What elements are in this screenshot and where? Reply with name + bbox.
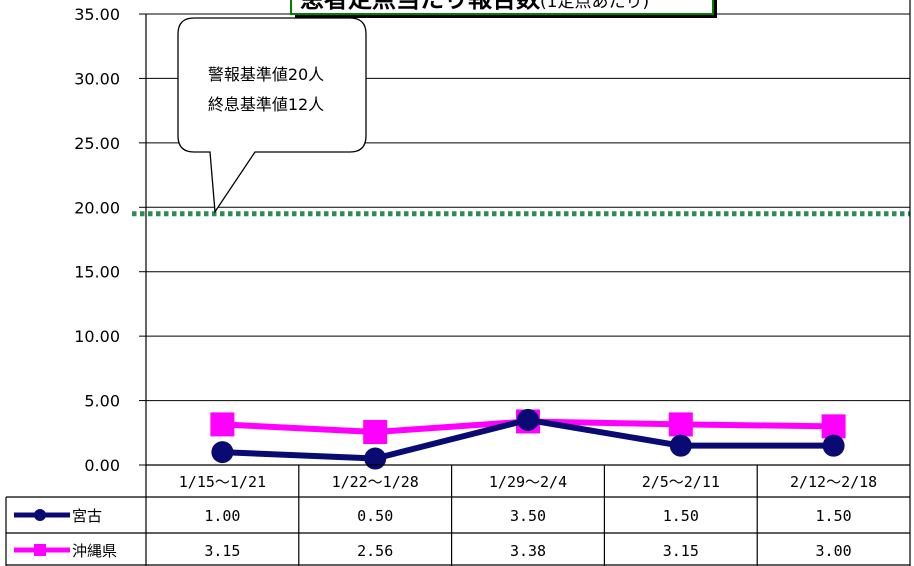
data-point-1-4 bbox=[821, 414, 846, 439]
data-cell: 3.15 bbox=[204, 542, 240, 560]
legend-marker-1 bbox=[34, 544, 46, 556]
y-tick-label: 10.00 bbox=[74, 327, 120, 346]
x-category-label: 2/12～2/18 bbox=[790, 473, 877, 491]
data-cell: 3.15 bbox=[663, 542, 699, 560]
data-point-0-0 bbox=[211, 441, 234, 464]
callout-line-1: 警報基準値20人 bbox=[208, 65, 324, 84]
chart-title-sub: (1定点あたり) bbox=[540, 0, 649, 12]
y-tick-label: 15.00 bbox=[74, 263, 120, 282]
y-tick-label: 30.00 bbox=[74, 69, 120, 88]
chart-title: 患者定点当たり報告数(1定点あたり) bbox=[300, 0, 649, 13]
callout-box: 警報基準値20人 終息基準値12人 bbox=[177, 17, 367, 214]
data-point-0-3 bbox=[669, 434, 692, 457]
y-tick-label: 25.00 bbox=[74, 134, 120, 153]
x-category-label: 1/22～1/28 bbox=[332, 473, 419, 491]
legend-label-1: 沖縄県 bbox=[72, 542, 117, 560]
chart-title-box: 患者定点当たり報告数(1定点あたり) bbox=[290, 0, 717, 18]
data-cell: 2.56 bbox=[357, 542, 393, 560]
callout-line-2: 終息基準値12人 bbox=[208, 95, 324, 114]
data-point-1-3 bbox=[668, 412, 693, 437]
legend-label-0: 宮古 bbox=[72, 507, 102, 525]
y-tick-label: 20.00 bbox=[74, 198, 120, 217]
series-group bbox=[210, 408, 846, 470]
data-cell: 0.50 bbox=[357, 507, 393, 525]
data-cell: 3.50 bbox=[510, 507, 546, 525]
data-cell: 1.50 bbox=[816, 507, 852, 525]
data-table: 1/15～1/21 1/22～1/28 1/29～2/4 2/5～2/11 2/12～2… bbox=[5, 464, 911, 566]
data-point-1-1 bbox=[363, 420, 388, 445]
x-category-label: 1/29～2/4 bbox=[489, 473, 567, 491]
data-point-0-4 bbox=[822, 434, 845, 457]
callout-shape bbox=[177, 17, 367, 214]
data-cell: 3.00 bbox=[816, 542, 852, 560]
data-point-1-0 bbox=[210, 412, 235, 437]
y-tick-label: 5.00 bbox=[84, 392, 120, 411]
data-cell: 3.38 bbox=[510, 542, 546, 560]
title-frame bbox=[290, 0, 714, 15]
data-cell: 1.00 bbox=[204, 507, 240, 525]
chart-title-main: 患者定点当たり報告数 bbox=[300, 0, 541, 13]
x-category-label: 1/15～1/21 bbox=[179, 473, 266, 491]
data-point-0-1 bbox=[364, 447, 387, 470]
data-point-0-2 bbox=[517, 408, 539, 431]
y-tick-label: 35.00 bbox=[74, 5, 120, 24]
data-cell: 1.50 bbox=[663, 507, 699, 525]
y-axis: 0.00 5.00 10.00 15.00 20.00 25.00 30.00 35.00 bbox=[74, 0, 911, 475]
y-tick-label: 0.00 bbox=[84, 456, 120, 475]
x-category-label: 2/5～2/11 bbox=[642, 473, 720, 491]
legend-marker-0 bbox=[34, 509, 46, 521]
